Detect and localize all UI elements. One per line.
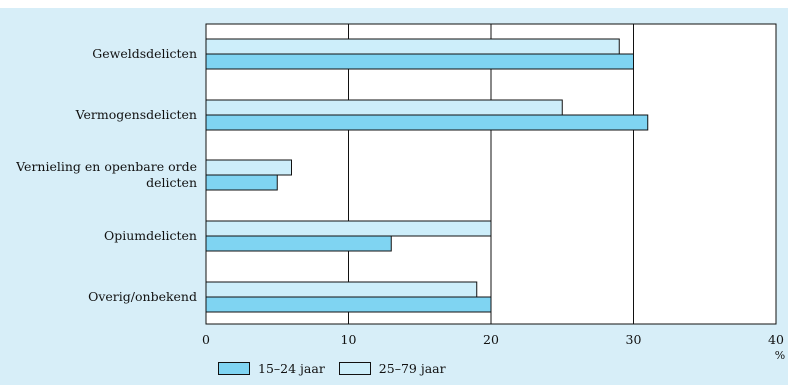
bar-15-24 bbox=[205, 53, 634, 70]
x-tick-label: 40 bbox=[768, 332, 784, 347]
bar-25-79 bbox=[205, 159, 292, 176]
bar-25-79 bbox=[205, 220, 492, 237]
bars bbox=[205, 38, 649, 313]
legend: 15–24 jaar 25–79 jaar bbox=[218, 361, 446, 376]
category-labels: Geweldsdelicten Vermogensdelicten Vernieli… bbox=[15, 46, 197, 304]
bar-15-24 bbox=[205, 235, 392, 252]
legend-swatch-25-79 bbox=[338, 362, 371, 375]
x-tick-label: 30 bbox=[626, 332, 642, 347]
x-unit-label: % bbox=[775, 349, 785, 362]
category-label: Vermogensdelicten bbox=[75, 107, 197, 122]
page-top-strip bbox=[0, 0, 788, 8]
bar-15-24 bbox=[205, 296, 492, 313]
category-label: Overig/onbekend bbox=[88, 289, 197, 304]
bar-15-24 bbox=[205, 174, 278, 191]
x-tick-label: 20 bbox=[483, 332, 499, 347]
x-tick-label: 10 bbox=[341, 332, 357, 347]
bar-25-79 bbox=[205, 99, 563, 116]
category-label: Vernieling en openbare orde bbox=[15, 159, 197, 174]
category-label: Opiumdelicten bbox=[104, 228, 197, 243]
legend-item-25-79: 25–79 jaar bbox=[338, 361, 446, 376]
x-tick-label: 0 bbox=[202, 332, 210, 347]
legend-label-15-24: 15–24 jaar bbox=[258, 361, 325, 376]
legend-item-15-24: 15–24 jaar bbox=[218, 361, 325, 376]
legend-swatch-15-24 bbox=[218, 362, 250, 375]
bar-15-24 bbox=[205, 114, 649, 131]
bar-25-79 bbox=[205, 281, 478, 298]
legend-label-25-79: 25–79 jaar bbox=[378, 361, 446, 376]
x-tick-labels: 0 10 20 30 40 bbox=[202, 332, 784, 347]
bar-25-79 bbox=[205, 38, 620, 55]
category-label: Geweldsdelicten bbox=[92, 46, 197, 61]
gridlines bbox=[348, 24, 634, 324]
category-label: delicten bbox=[146, 175, 197, 190]
